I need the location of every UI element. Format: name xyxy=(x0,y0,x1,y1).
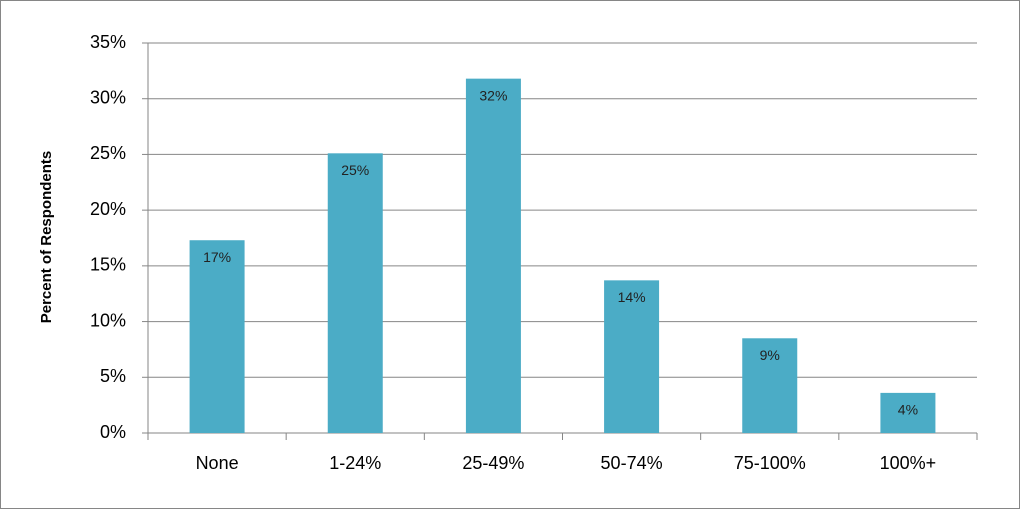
bar xyxy=(465,78,521,434)
x-tick-label: None xyxy=(196,453,239,473)
bar xyxy=(742,338,798,433)
y-tick-label: 25% xyxy=(90,143,126,163)
x-tick-label: 1-24% xyxy=(329,453,381,473)
value-label: 25% xyxy=(341,162,369,178)
bar xyxy=(604,280,660,433)
y-tick-label: 0% xyxy=(100,422,126,442)
value-label: 9% xyxy=(760,347,780,363)
y-tick-label: 10% xyxy=(90,310,126,330)
y-axis-title: Percent of Respondents xyxy=(38,151,55,324)
y-tick-label: 5% xyxy=(100,366,126,386)
y-tick-label: 15% xyxy=(90,255,126,275)
x-tick-label: 100%+ xyxy=(880,453,937,473)
x-tick-label: 50-74% xyxy=(601,453,663,473)
y-tick-label: 20% xyxy=(90,199,126,219)
bar xyxy=(189,240,245,433)
value-label: 32% xyxy=(479,87,507,103)
y-tick-label: 30% xyxy=(90,87,126,107)
value-label: 4% xyxy=(898,402,918,418)
value-label: 14% xyxy=(618,289,646,305)
x-tick-label: 25-49% xyxy=(462,453,524,473)
bar xyxy=(327,153,383,434)
x-tick-label: 75-100% xyxy=(734,453,806,473)
y-tick-label: 35% xyxy=(90,32,126,52)
value-label: 17% xyxy=(203,249,231,265)
bar xyxy=(880,392,936,433)
